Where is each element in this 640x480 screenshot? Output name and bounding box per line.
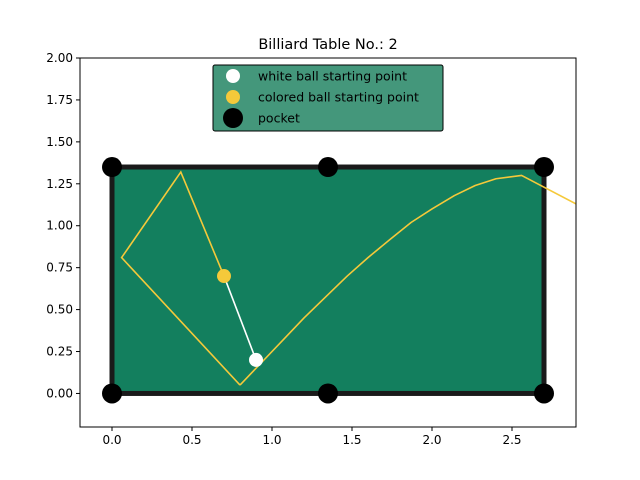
colored-ball-path — [120, 170, 241, 386]
pocket-marker — [318, 157, 338, 178]
legend-white-ball-swatch — [226, 69, 240, 83]
pocket-marker — [534, 383, 554, 404]
y-tick-label: 1.50 — [46, 135, 73, 149]
white-ball-marker — [249, 352, 263, 367]
legend-box — [212, 64, 444, 132]
y-tick-label: 1.25 — [46, 177, 73, 191]
billiard-table — [109, 164, 547, 396]
x-tick-label: 0.5 — [182, 433, 201, 447]
table-felt — [109, 164, 547, 396]
white-ball-path — [223, 275, 257, 361]
ball-paths — [120, 170, 576, 386]
legend-white-ball-label: white ball starting point — [258, 69, 407, 84]
y-tick-label: 0.25 — [46, 345, 73, 359]
y-tick-label: 0.00 — [46, 386, 73, 400]
chart-title: Billiard Table No.: 2 — [258, 37, 397, 53]
x-tick-label: 0.0 — [102, 433, 121, 447]
x-tick-label: 2.0 — [422, 433, 441, 447]
colored-ball-curve-path — [239, 174, 576, 386]
pocket-marker — [102, 383, 122, 404]
y-axis: 0.00 0.25 0.50 0.75 1.00 1.25 1.50 1.75 2.00 — [46, 51, 80, 400]
ball-markers — [102, 157, 554, 404]
y-tick-label: 1.75 — [46, 93, 73, 107]
y-tick-label: 1.00 — [46, 219, 73, 233]
x-tick-label: 1.5 — [342, 433, 361, 447]
legend-colored-ball-label: colored ball starting point — [258, 90, 419, 105]
legend: white ball starting point colored ball st… — [212, 64, 444, 132]
y-tick-label: 0.50 — [46, 303, 73, 317]
y-tick-label: 0.75 — [46, 261, 73, 275]
pocket-marker — [534, 157, 554, 178]
legend-pocket-swatch — [223, 108, 243, 128]
y-tick-label: 2.00 — [46, 51, 73, 65]
plot-frame — [79, 57, 577, 428]
x-tick-label: 2.5 — [502, 433, 521, 447]
colored-ball-marker — [217, 269, 231, 284]
pocket-marker — [318, 383, 338, 404]
x-axis: 0.0 0.5 1.0 1.5 2.0 2.5 — [102, 427, 522, 447]
pocket-marker — [102, 157, 122, 178]
legend-colored-ball-swatch — [226, 90, 240, 104]
x-tick-label: 1.0 — [262, 433, 281, 447]
legend-pocket-label: pocket — [258, 111, 300, 126]
